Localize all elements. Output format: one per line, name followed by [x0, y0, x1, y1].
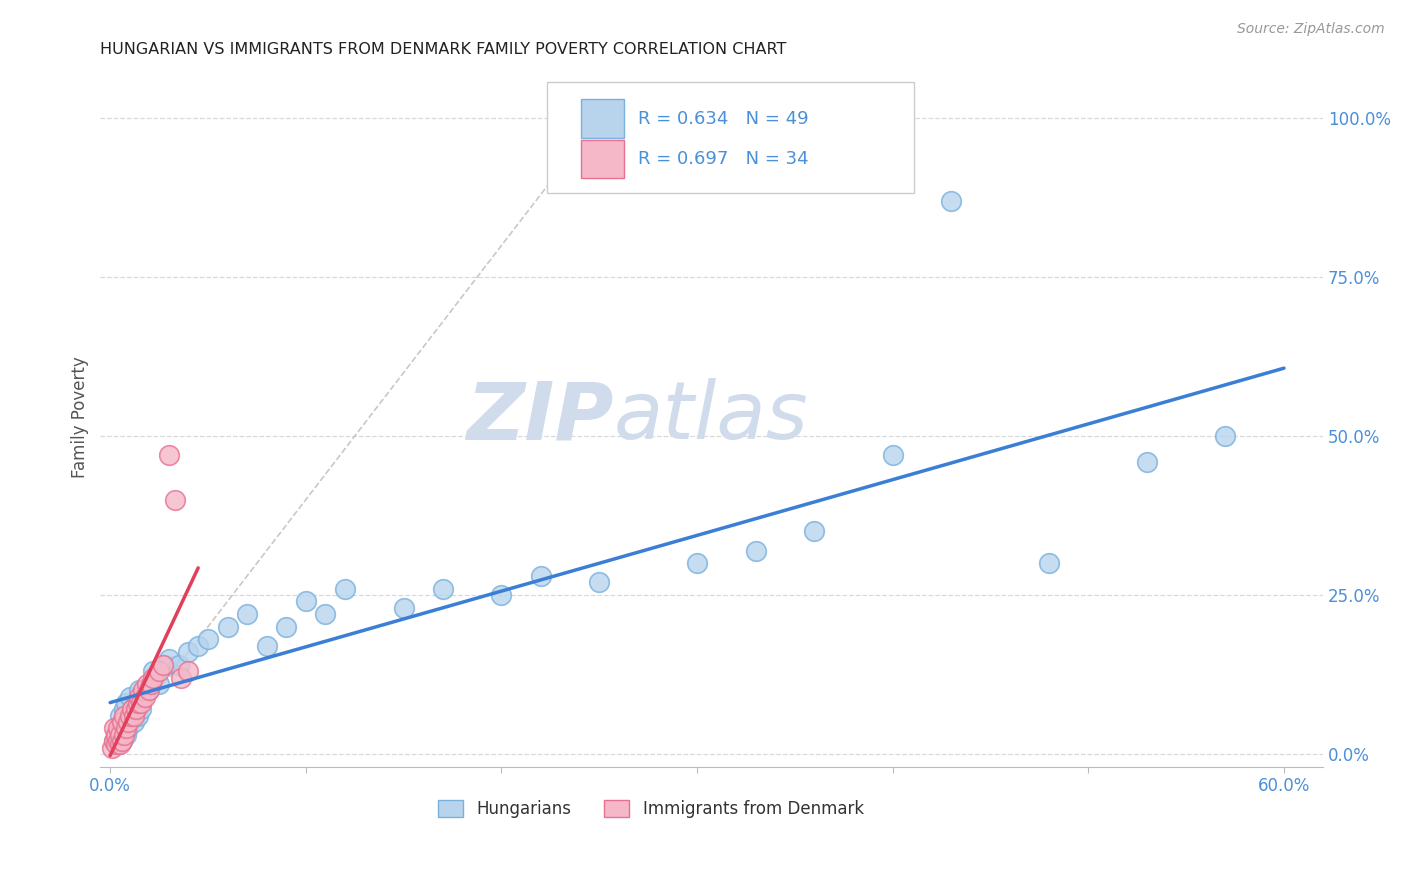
Point — [138, 683, 160, 698]
Point — [187, 639, 209, 653]
Point — [157, 448, 180, 462]
Point — [197, 632, 219, 647]
Point — [132, 683, 155, 698]
FancyBboxPatch shape — [547, 82, 914, 194]
Text: R = 0.634   N = 49: R = 0.634 N = 49 — [638, 110, 808, 128]
Point — [177, 645, 200, 659]
Point — [217, 620, 239, 634]
Point — [148, 677, 170, 691]
Point — [112, 728, 135, 742]
Point — [107, 737, 129, 751]
FancyBboxPatch shape — [581, 99, 624, 137]
Point — [118, 708, 141, 723]
Point — [882, 448, 904, 462]
Point — [124, 696, 146, 710]
Point — [108, 737, 131, 751]
FancyBboxPatch shape — [581, 140, 624, 178]
Text: R = 0.697   N = 34: R = 0.697 N = 34 — [638, 150, 808, 168]
Point — [236, 607, 259, 621]
Point — [136, 677, 159, 691]
Point — [117, 722, 139, 736]
Point — [276, 620, 298, 634]
Point — [134, 690, 156, 704]
Point — [148, 665, 170, 679]
Text: HUNGARIAN VS IMMIGRANTS FROM DENMARK FAMILY POVERTY CORRELATION CHART: HUNGARIAN VS IMMIGRANTS FROM DENMARK FAM… — [100, 42, 787, 57]
Point — [294, 594, 316, 608]
Point — [114, 722, 136, 736]
Point — [491, 588, 513, 602]
Point — [529, 569, 551, 583]
Point — [108, 708, 131, 723]
Point — [167, 657, 190, 672]
Point — [142, 671, 165, 685]
Point — [432, 582, 454, 596]
Point — [132, 690, 155, 704]
Y-axis label: Family Poverty: Family Poverty — [72, 356, 89, 478]
Point — [941, 194, 963, 208]
Point — [314, 607, 336, 621]
Point — [111, 734, 134, 748]
Point — [588, 575, 610, 590]
Point — [1213, 429, 1236, 443]
Point — [128, 690, 150, 704]
Point — [333, 582, 356, 596]
Point — [131, 702, 153, 716]
Point — [105, 728, 128, 742]
Point — [745, 543, 768, 558]
Point — [105, 737, 128, 751]
Point — [131, 696, 153, 710]
Legend: Hungarians, Immigrants from Denmark: Hungarians, Immigrants from Denmark — [430, 793, 870, 824]
Point — [108, 722, 131, 736]
Point — [127, 708, 149, 723]
Point — [392, 600, 415, 615]
Point — [128, 683, 150, 698]
Point — [103, 734, 125, 748]
Point — [1038, 556, 1060, 570]
Point — [103, 734, 125, 748]
Text: Source: ZipAtlas.com: Source: ZipAtlas.com — [1237, 22, 1385, 37]
Point — [114, 696, 136, 710]
Point — [121, 702, 143, 716]
Point — [105, 728, 128, 742]
Point — [169, 671, 191, 685]
Point — [127, 696, 149, 710]
Point — [152, 657, 174, 672]
Point — [177, 665, 200, 679]
Point — [117, 715, 139, 730]
Point — [142, 665, 165, 679]
Point — [157, 651, 180, 665]
Point — [153, 657, 176, 672]
Point — [111, 734, 134, 748]
Point — [112, 708, 135, 723]
Point — [141, 677, 163, 691]
Text: ZIP: ZIP — [467, 378, 614, 456]
Point — [101, 740, 124, 755]
Point — [122, 708, 145, 723]
Point — [122, 715, 145, 730]
Point — [686, 556, 709, 570]
Point — [108, 728, 131, 742]
Point — [111, 715, 134, 730]
Point — [121, 702, 143, 716]
Point — [107, 722, 129, 736]
Point — [118, 690, 141, 704]
Text: atlas: atlas — [614, 378, 808, 456]
Point — [124, 702, 146, 716]
Point — [112, 715, 135, 730]
Point — [138, 683, 160, 698]
Point — [1136, 454, 1159, 468]
Point — [107, 734, 129, 748]
Point — [803, 524, 825, 539]
Point — [256, 639, 278, 653]
Point — [118, 708, 141, 723]
Point — [114, 728, 136, 742]
Point — [163, 492, 186, 507]
Point — [103, 722, 125, 736]
Point — [112, 702, 135, 716]
